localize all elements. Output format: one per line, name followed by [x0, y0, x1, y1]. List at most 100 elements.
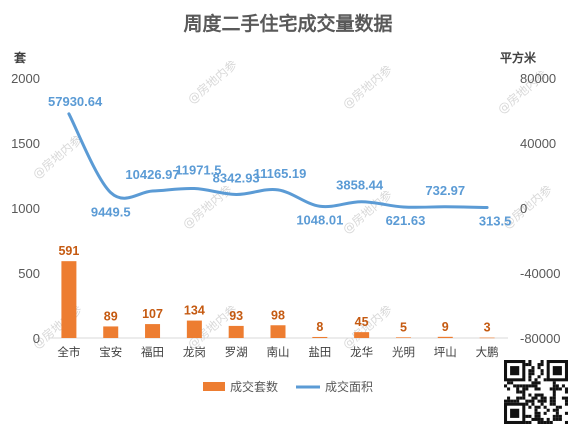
qr-module: [534, 414, 538, 418]
qr-module: [534, 396, 538, 400]
qr-module: [516, 396, 520, 400]
category-label: 龙岗: [183, 345, 206, 359]
qr-module: [537, 375, 541, 379]
legend-swatch-bar: [203, 382, 225, 391]
qr-module: [540, 402, 544, 406]
qr-module: [540, 369, 544, 373]
qr-module: [555, 408, 559, 412]
qr-module: [546, 420, 550, 424]
qr-module: [513, 384, 517, 388]
qr-module: [528, 414, 532, 418]
qr-module: [564, 396, 568, 400]
qr-module: [516, 399, 520, 403]
qr-module: [534, 381, 538, 385]
qr-module: [519, 384, 523, 388]
qr-finder-core: [552, 366, 562, 376]
qr-module: [507, 381, 511, 385]
qr-module: [537, 393, 541, 397]
qr-module: [522, 393, 526, 397]
qr-module: [534, 408, 538, 412]
bar-data-label: 45: [355, 315, 369, 329]
qr-module: [549, 396, 553, 400]
right-tick-label: 0: [520, 201, 527, 216]
qr-module: [534, 417, 538, 421]
line-data-labels: 57930.64 9449.5 10426.9711971.58342.931116…: [48, 94, 511, 228]
qr-module: [549, 387, 553, 391]
qr-module: [540, 372, 544, 376]
right-axis-ticks: -80000 -40000 0 40000 80000: [520, 71, 560, 346]
category-label: 坪山: [434, 345, 457, 359]
watermark-text: @房地内参: [184, 57, 240, 107]
qr-module: [540, 420, 544, 424]
qr-module: [531, 369, 535, 373]
qr-module: [555, 417, 559, 421]
qr-module: [504, 399, 508, 403]
qr-module: [537, 414, 541, 418]
qr-module: [504, 384, 508, 388]
qr-code-image: [504, 360, 568, 424]
category-label: 龙华: [350, 345, 373, 359]
qr-module: [555, 411, 559, 415]
qr-module: [522, 396, 526, 400]
qr-module: [525, 399, 529, 403]
qr-module: [525, 363, 529, 367]
qr-module: [528, 360, 532, 364]
line-data-label: 1048.01: [296, 212, 343, 227]
legend: 成交套数 成交面积: [203, 379, 373, 394]
qr-module: [537, 381, 541, 385]
line-data-label: 9449.5: [91, 205, 131, 220]
qr-module: [531, 399, 535, 403]
qr-module: [564, 390, 568, 394]
bar: [437, 336, 453, 338]
category-label: 盐田: [308, 345, 331, 359]
qr-module: [564, 420, 568, 424]
left-tick-label: 0: [33, 331, 40, 346]
right-tick-label: -40000: [520, 266, 560, 281]
qr-module: [528, 405, 532, 409]
qr-module: [528, 393, 532, 397]
qr-module: [540, 417, 544, 421]
legend-label-line: 成交面积: [325, 379, 373, 394]
category-label: 南山: [267, 345, 290, 359]
qr-module: [531, 396, 535, 400]
qr-module: [528, 384, 532, 388]
qr-module: [537, 405, 541, 409]
x-axis-category-labels: 全市 宝安 福田 龙岗 罗湖 南山 盐田 龙华 光明 坪山 大鹏: [57, 345, 498, 359]
qr-module: [534, 393, 538, 397]
qr-module: [531, 384, 535, 388]
line-data-label: 732.97: [425, 183, 465, 198]
bar: [354, 332, 370, 338]
qr-module: [540, 363, 544, 367]
qr-module: [528, 399, 532, 403]
qr-module: [552, 390, 556, 394]
qr-module: [522, 387, 526, 391]
qr-module: [558, 417, 562, 421]
bar-data-label: 98: [271, 308, 285, 322]
bar-data-label: 591: [58, 244, 79, 258]
line-data-label: 8342.93: [213, 170, 260, 185]
qr-module: [516, 387, 520, 391]
legend-label-bar: 成交套数: [230, 379, 278, 394]
qr-module: [528, 372, 532, 376]
line-data-label: 11971.5: [175, 163, 221, 178]
bar-data-label: 5: [400, 320, 407, 334]
qr-module: [546, 417, 550, 421]
bar: [395, 337, 411, 338]
qr-module: [540, 399, 544, 403]
qr-module: [510, 381, 514, 385]
line-data-label: 313.5: [479, 213, 512, 228]
qr-module: [519, 390, 523, 394]
bar: [312, 336, 328, 338]
qr-module: [531, 402, 535, 406]
bar: [103, 326, 119, 338]
qr-module: [537, 417, 541, 421]
qr-module: [558, 387, 562, 391]
qr-module: [543, 420, 547, 424]
category-label: 福田: [141, 345, 164, 359]
qr-module: [528, 420, 532, 424]
right-tick-label: 80000: [520, 71, 556, 86]
qr-module: [564, 402, 568, 406]
qr-module: [540, 393, 544, 397]
